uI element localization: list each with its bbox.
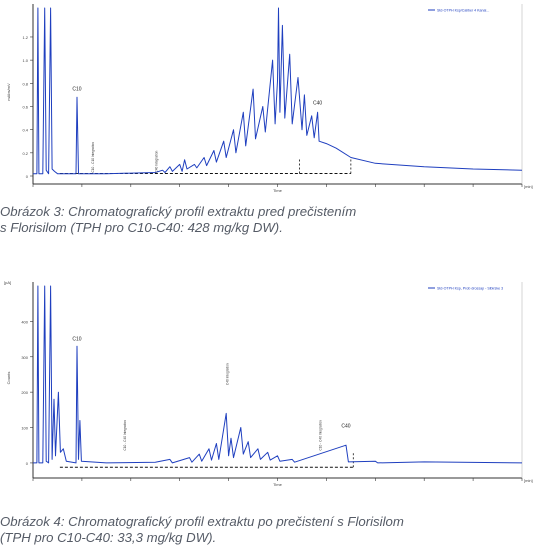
figure-4-caption-line-1: Obrázok 4: Chromatografický profil extra… — [0, 514, 404, 529]
y-tick-label: 0.2 — [22, 151, 28, 156]
chart-2-group: 0 100 200 300 400 [pA] [min] Time Counts Std-OTPH… — [4, 280, 533, 487]
y-tick-label: 0.6 — [22, 104, 28, 109]
peak-label: C10 — [72, 87, 81, 93]
peak-label: C40 — [341, 423, 350, 429]
chromatogram-figure-3-plot: 0 0.2 0.4 0.6 0.8 1.0 1.2 [min] Time mAbs/mV Std-O… — [6, 4, 533, 193]
y-unit-label: [pA] — [4, 280, 11, 285]
x-axis-label: Time — [273, 482, 283, 487]
y-tick-label: 0 — [26, 461, 29, 466]
chromatogram-figure-4-plot: 0 100 200 300 400 [pA] [min] Time Counts Std-OTPH… — [4, 280, 533, 487]
figure-4-caption: Obrázok 4: Chromatografický profil extra… — [0, 514, 533, 546]
legend-label: Std-OTPH Ksp, Prob drossap - Sibirske 3 — [437, 287, 503, 291]
y-tick-label: 0.8 — [22, 81, 28, 86]
figure-4-caption-line-2: (TPH pro C10-C40: 33,3 mg/kg DW). — [0, 530, 217, 545]
peak-annotation: C40 Integration — [155, 151, 159, 173]
peak-annotation: C10 - C40 Integration — [123, 420, 127, 451]
figure-3-caption-line-1: Obrázok 3: Chromatografický profil extra… — [0, 204, 357, 219]
y-tick-label: 100 — [21, 426, 28, 431]
x-unit-label: [min] — [524, 478, 533, 483]
y-tick-label: 0 — [26, 174, 29, 179]
y-tick-label: 0.4 — [22, 128, 28, 133]
chart-1-group: 0 0.2 0.4 0.6 0.8 1.0 1.2 [min] Time mAbs/mV Std-O… — [6, 4, 533, 193]
legend-label: Std-OTPH Ksp/Caliber 4 Kanal... — [437, 9, 489, 13]
x-axis-label: Time — [273, 188, 283, 193]
figure-3-caption-line-2: s Florisilom (TPH pro C10-C40: 428 mg/kg… — [0, 220, 283, 235]
chromatogram-figure-4: 0 100 200 300 400 [pA] [min] Time Counts Std-OTPH… — [0, 276, 533, 494]
y-tick-label: 1.2 — [22, 35, 28, 40]
chromatogram-figure-3: 0 0.2 0.4 0.6 0.8 1.0 1.2 [min] Time mAbs/mV Std-O… — [0, 0, 533, 193]
peak-label: C40 — [313, 100, 322, 106]
peak-annotation: C40 Integration — [226, 363, 230, 385]
y-tick-label: 400 — [21, 319, 28, 324]
peak-label: C10 — [72, 337, 81, 343]
y-axis-label: mAbs/mV — [6, 83, 11, 101]
series-trace — [33, 285, 523, 464]
y-axis-label: Counts — [6, 372, 11, 385]
y-tick-label: 200 — [21, 390, 28, 395]
x-unit-label: [min] — [524, 184, 533, 189]
peak-annotation: C10 - C40 Integration — [319, 420, 323, 451]
figure-3-caption: Obrázok 3: Chromatografický profil extra… — [0, 204, 533, 236]
peak-annotation: C10 - C10 Integration — [91, 142, 95, 173]
y-tick-label: 1.0 — [22, 58, 28, 63]
y-tick-label: 300 — [21, 355, 28, 360]
series-trace — [33, 7, 523, 175]
